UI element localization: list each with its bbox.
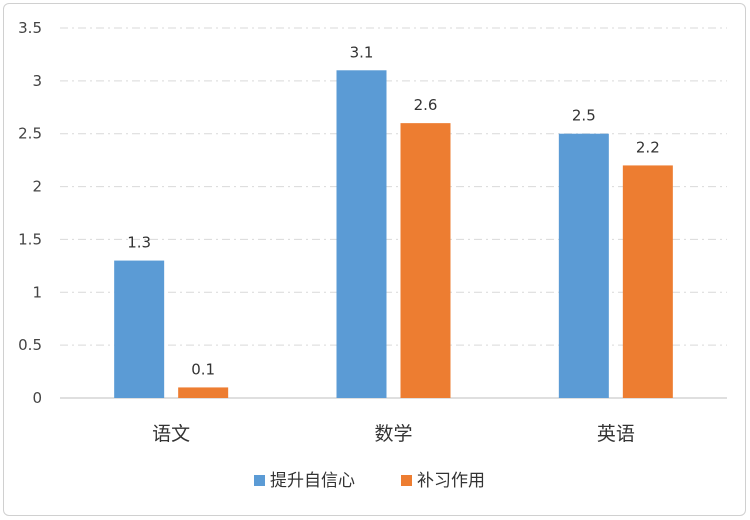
legend-label: 提升自信心 [270, 471, 355, 491]
bar [622, 165, 673, 398]
bar [558, 133, 609, 398]
data-label: 2.2 [636, 138, 660, 156]
legend: 提升自信心 补习作用 [254, 471, 485, 491]
y-tick-label: 3 [32, 72, 42, 90]
y-tick-label: 1 [32, 283, 42, 301]
legend-label: 补习作用 [417, 471, 485, 491]
y-tick-label: 3.5 [18, 19, 42, 37]
data-label: 2.5 [572, 107, 596, 125]
x-category-label: 英语 [597, 423, 635, 445]
bars [114, 70, 673, 399]
bar [400, 123, 451, 399]
x-axis-category-labels: 语文 数学 英语 [152, 423, 635, 445]
bar [114, 260, 165, 398]
y-tick-label: 1.5 [18, 230, 42, 248]
legend-swatch [401, 475, 412, 486]
data-label: 1.3 [127, 234, 151, 252]
x-category-label: 语文 [152, 423, 190, 445]
data-labels: 1.3 0.1 3.1 2.6 2.5 2.2 [127, 43, 660, 378]
data-label: 0.1 [191, 360, 215, 378]
bar [336, 70, 387, 399]
y-tick-label: 0 [32, 389, 42, 407]
data-label: 3.1 [350, 43, 374, 61]
y-tick-label: 0.5 [18, 336, 42, 354]
data-label: 2.6 [414, 96, 438, 114]
bar [178, 387, 229, 398]
y-tick-label: 2 [32, 178, 42, 196]
gridlines [60, 27, 727, 399]
x-category-label: 数学 [374, 423, 412, 445]
y-tick-label: 2.5 [18, 125, 42, 143]
y-axis-tick-labels: 0 0.5 1 1.5 2 2.5 3 3.5 [18, 19, 42, 407]
legend-swatch [254, 475, 265, 486]
